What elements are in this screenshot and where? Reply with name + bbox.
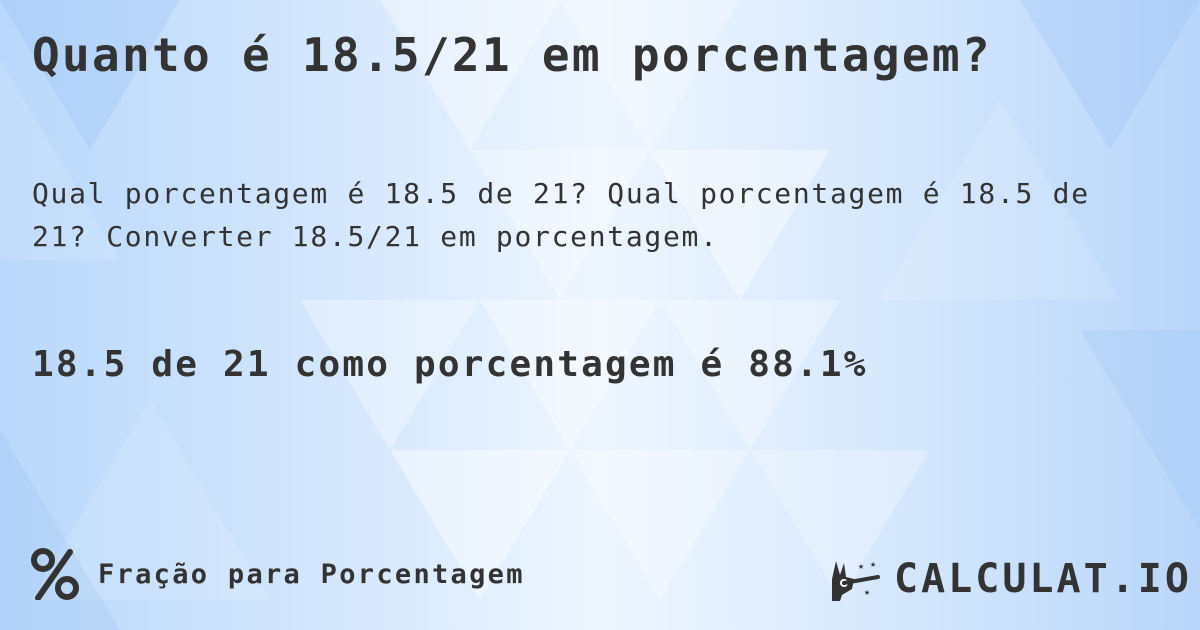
magic-hand-icon: ★ ★ ★ — [832, 559, 880, 601]
logo-text: CALCULAT.IO — [894, 556, 1192, 602]
category-label: Fração para Porcentagem — [98, 558, 525, 590]
logo[interactable]: ★ ★ ★ CALCULAT.IO — [828, 556, 1192, 602]
result-text: 18.5 de 21 como porcentagem é 88.1% — [32, 344, 868, 385]
description: Qual porcentagem é 18.5 de 21? Qual porc… — [32, 177, 1090, 253]
category-link[interactable]: Fração para Porcentagem — [30, 548, 525, 600]
page-title: Quanto é 18.5/21 em porcentagem? — [32, 28, 992, 82]
svg-text:★: ★ — [864, 587, 870, 598]
percent-icon — [31, 548, 79, 600]
svg-text:★: ★ — [858, 561, 864, 572]
svg-text:★: ★ — [870, 559, 876, 570]
